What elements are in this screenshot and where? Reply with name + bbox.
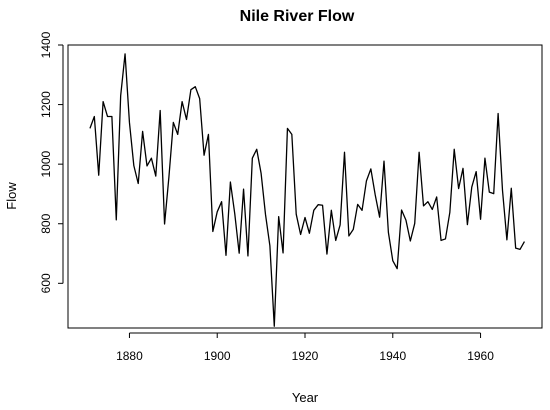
y-axis: 600 800 1000 1200 1400 xyxy=(39,31,64,293)
y-tick-label: 1400 xyxy=(39,31,53,58)
chart-title: Nile River Flow xyxy=(240,8,355,25)
y-tick-label: 600 xyxy=(39,273,53,293)
x-axis: 1880 1900 1920 1940 1960 xyxy=(116,332,494,363)
x-tick-label: 1900 xyxy=(204,349,231,363)
y-tick-label: 800 xyxy=(39,213,53,233)
y-tick-label: 1000 xyxy=(39,150,53,177)
x-tick-label: 1960 xyxy=(467,349,494,363)
x-tick-label: 1920 xyxy=(292,349,319,363)
x-tick-label: 1940 xyxy=(379,349,406,363)
y-axis-label: Flow xyxy=(4,182,19,210)
y-tick-label: 1200 xyxy=(39,91,53,118)
series-line xyxy=(89,53,526,327)
plot-frame xyxy=(67,44,543,329)
x-tick-label: 1880 xyxy=(116,349,143,363)
x-axis-label: Year xyxy=(292,390,319,405)
